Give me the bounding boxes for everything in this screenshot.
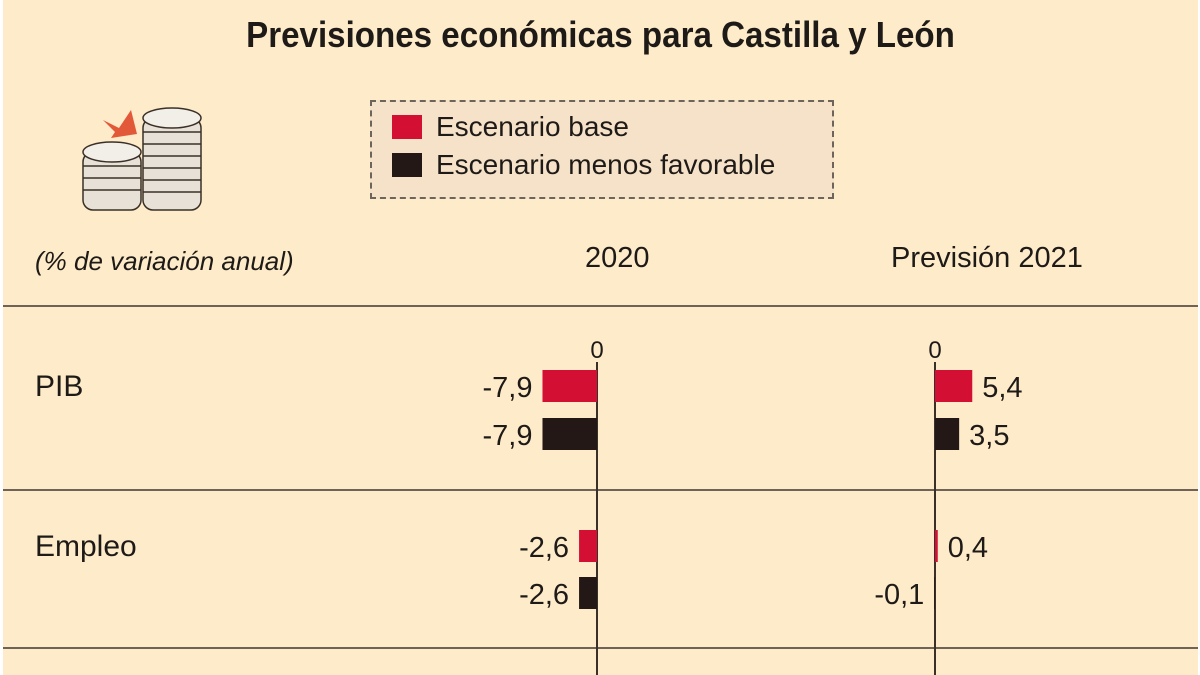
legend: Escenario base Escenario menos favorable (370, 100, 834, 199)
legend-item-adverse: Escenario menos favorable (392, 149, 776, 180)
legend-label-base: Escenario base (436, 111, 630, 142)
data-label-empleo-2020-escenario-menos-favorable: -2,6 (519, 579, 569, 611)
panel-header-2021: Previsión 2021 (891, 242, 1083, 274)
bar-empleo-2020-escenario-menos-favorable (579, 577, 597, 609)
bar-empleo-prevision-2021-escenario-menos-favorable (934, 577, 935, 609)
data-label-pib-2020-escenario-menos-favorable: -7,9 (483, 420, 533, 452)
chart-title: Previsiones económicas para Castilla y L… (246, 14, 955, 55)
data-label-empleo-2020-escenario-base: -2,6 (519, 532, 569, 564)
data-label-pib-prevision-2021-escenario-base: 5,4 (982, 372, 1022, 404)
divider-empleo (3, 647, 1198, 649)
row-label-pib: PIB (35, 370, 84, 403)
divider-pib (3, 489, 1198, 491)
bar-pib-2020-escenario-base (542, 370, 597, 402)
data-label-empleo-prevision-2021-escenario-menos-favorable: -0,1 (874, 579, 924, 611)
data-label-pib-2020-escenario-base: -7,9 (483, 372, 533, 404)
infographic: Previsiones económicas para Castilla y L… (3, 0, 1198, 675)
legend-item-base: Escenario base (392, 111, 630, 142)
bar-pib-2020-escenario-menos-favorable (542, 418, 597, 450)
data-label-pib-prevision-2021-escenario-menos-favorable: 3,5 (969, 420, 1009, 452)
legend-swatch-adverse (392, 153, 422, 177)
legend-label-adverse: Escenario menos favorable (436, 149, 776, 180)
bar-empleo-prevision-2021-escenario-base (935, 530, 938, 562)
divider-header (3, 305, 1198, 307)
bar-empleo-2020-escenario-base (579, 530, 597, 562)
units-label: (% de variación anual) (35, 246, 294, 276)
data-label-empleo-prevision-2021-escenario-base: 0,4 (948, 532, 988, 564)
coins-growth-icon (82, 107, 202, 211)
bar-plot: 0 -7,9 -7,9 -2,6 -2,6 0 5,4 3,5 0,4 -0,1 (483, 337, 1023, 675)
zero-tick-2020: 0 (590, 337, 603, 364)
bar-pib-prevision-2021-escenario-base (935, 370, 973, 402)
zero-tick-prevision-2021: 0 (928, 337, 941, 364)
row-label-empleo: Empleo (35, 530, 137, 563)
legend-swatch-base (392, 115, 422, 139)
bar-pib-prevision-2021-escenario-menos-favorable (935, 418, 960, 450)
panel-header-2020: 2020 (585, 242, 650, 274)
